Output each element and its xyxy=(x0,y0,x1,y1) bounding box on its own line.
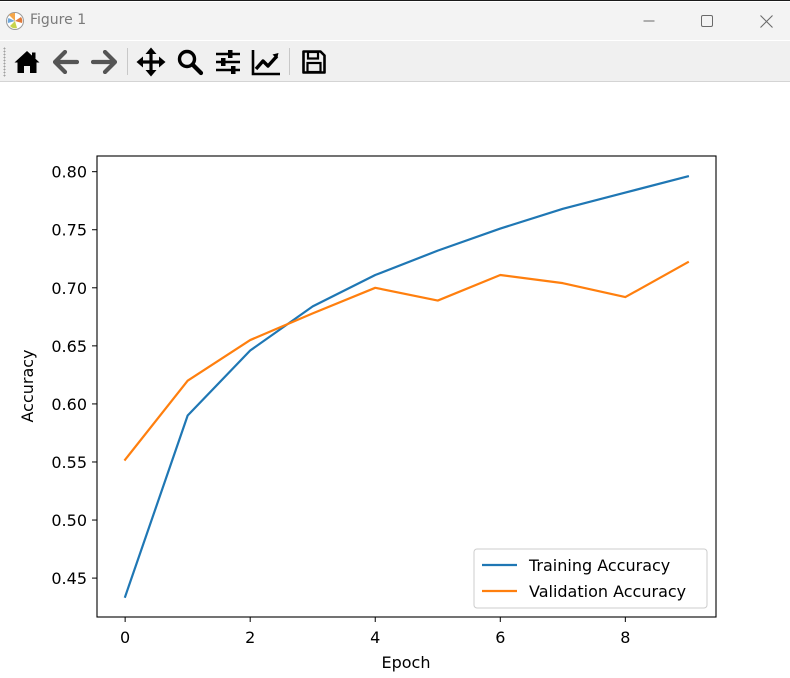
forward-button[interactable] xyxy=(88,46,120,78)
y-tick-label: 0.55 xyxy=(51,453,87,472)
save-button[interactable] xyxy=(298,46,330,78)
chart-canvas: 0 2 4 6 8 0.45 0.50 0.55 0.60 0.65 0.70 0.75 0.80 Ep… xyxy=(18,155,717,672)
customize-button[interactable] xyxy=(250,46,282,78)
minimize-icon xyxy=(643,20,655,22)
toolbar-separator xyxy=(127,48,128,75)
subplots-button[interactable] xyxy=(212,46,244,78)
y-tick-label: 0.75 xyxy=(51,221,87,240)
close-button[interactable] xyxy=(743,3,789,39)
legend-label-validation: Validation Accuracy xyxy=(529,582,686,601)
ticks-layer: 0 2 4 6 8 0.45 0.50 0.55 0.60 0.65 0.70 0.75 0.80 xyxy=(51,163,630,647)
y-axis-label: Accuracy xyxy=(18,349,37,422)
y-tick-label: 0.50 xyxy=(51,511,87,530)
y-tick-label: 0.65 xyxy=(51,337,87,356)
toolbar-grip[interactable] xyxy=(3,47,6,77)
y-tick-label: 0.45 xyxy=(51,569,87,588)
axes-frame xyxy=(96,155,717,618)
close-icon xyxy=(759,14,773,28)
toolbar-separator xyxy=(289,48,290,75)
maximize-button[interactable] xyxy=(684,3,730,39)
move-icon xyxy=(136,47,166,77)
x-tick-label: 8 xyxy=(620,628,630,647)
zoom-button[interactable] xyxy=(174,46,206,78)
save-icon xyxy=(302,50,326,74)
series-layer xyxy=(123,174,690,599)
x-tick-label: 0 xyxy=(120,628,130,647)
home-icon xyxy=(14,51,40,73)
validation-accuracy-line xyxy=(123,260,690,462)
pan-button[interactable] xyxy=(135,46,167,78)
title-bar: Figure 1 xyxy=(0,2,790,40)
back-arrow-icon xyxy=(53,50,79,74)
x-tick-label: 4 xyxy=(370,628,380,647)
y-tick-label: 0.80 xyxy=(51,163,87,182)
home-button[interactable] xyxy=(11,46,43,78)
sliders-icon xyxy=(216,50,240,74)
back-button[interactable] xyxy=(50,46,82,78)
x-tick-label: 6 xyxy=(495,628,505,647)
window-title: Figure 1 xyxy=(30,12,87,28)
y-tick-label: 0.70 xyxy=(51,279,87,298)
matplotlib-logo-icon xyxy=(6,12,24,30)
x-axis-label: Epoch xyxy=(382,653,431,672)
x-tick-label: 2 xyxy=(245,628,255,647)
legend: Training Accuracy Validation Accuracy xyxy=(473,548,708,609)
forward-arrow-icon xyxy=(91,50,117,74)
legend-label-training: Training Accuracy xyxy=(528,556,670,575)
navigation-toolbar xyxy=(0,41,790,82)
zoom-icon xyxy=(177,49,204,76)
legend-frame xyxy=(473,548,708,609)
training-accuracy-line xyxy=(123,174,690,599)
minimize-button[interactable] xyxy=(626,3,672,39)
maximize-icon xyxy=(701,15,713,27)
y-tick-label: 0.60 xyxy=(51,395,87,414)
line-chart-icon xyxy=(251,50,280,76)
